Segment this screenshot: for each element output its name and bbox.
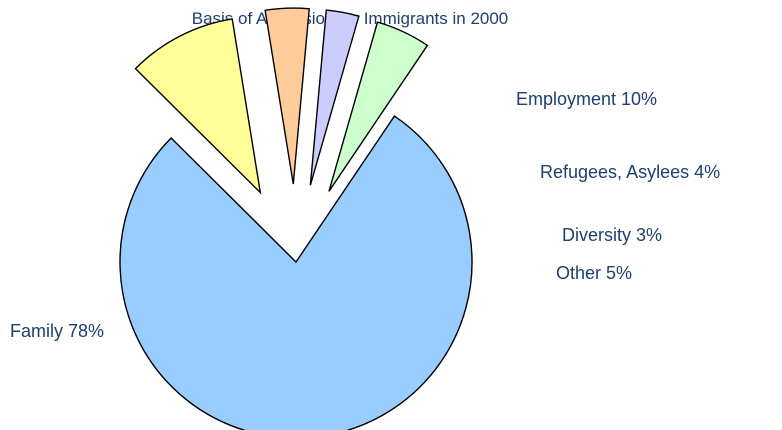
pie-labels: Family 78% Employment 10% Refugees, Asylee… — [10, 89, 720, 341]
slice-other — [328, 21, 429, 192]
label-other: Other 5% — [556, 263, 632, 283]
slice-employment — [134, 18, 262, 195]
slice-refugees-asylees — [264, 7, 310, 185]
label-refugees-asylees: Refugees, Asylees 4% — [540, 162, 720, 182]
pie-slices — [119, 7, 473, 430]
slice-family — [119, 115, 473, 430]
label-employment: Employment 10% — [516, 89, 657, 109]
label-family: Family 78% — [10, 321, 104, 341]
label-diversity: Diversity 3% — [562, 225, 662, 245]
slice-diversity — [309, 9, 360, 186]
